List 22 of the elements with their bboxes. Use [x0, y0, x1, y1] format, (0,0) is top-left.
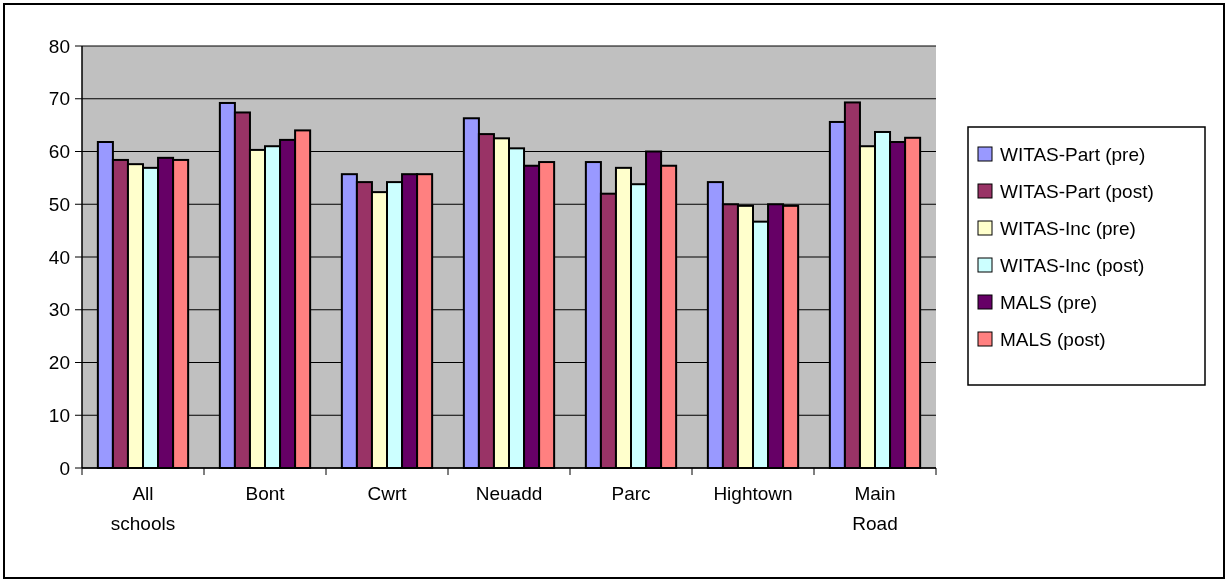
legend-label: MALS (post): [1000, 328, 1106, 350]
y-tick-label: 30: [48, 299, 70, 321]
y-tick-label: 50: [48, 193, 70, 215]
y-tick-label: 70: [48, 88, 70, 110]
y-tick-label: 40: [48, 246, 70, 268]
y-tick-label: 10: [48, 404, 70, 426]
y-tick-label: 80: [48, 35, 70, 57]
legend-label: MALS (pre): [1000, 291, 1098, 313]
x-tick-label: All schools: [110, 483, 176, 534]
x-tick-label: Neuadd: [475, 483, 543, 504]
legend-label: WITAS-Part (pre): [1000, 143, 1146, 165]
x-tick-label: Parc: [611, 483, 651, 504]
x-tick-label: Main Road: [852, 483, 898, 534]
y-tick-label: 60: [48, 141, 70, 163]
x-tick-label: Hightown: [713, 483, 793, 504]
legend-label: WITAS-Inc (post): [1000, 254, 1145, 276]
y-tick-label: 0: [59, 457, 70, 479]
legend-label: WITAS-Inc (pre): [1000, 217, 1136, 239]
x-tick-label: Bont: [245, 483, 286, 504]
y-tick-label: 20: [48, 352, 70, 374]
legend-label: WITAS-Part (post): [1000, 180, 1154, 202]
x-tick-label: Cwrt: [367, 483, 408, 504]
